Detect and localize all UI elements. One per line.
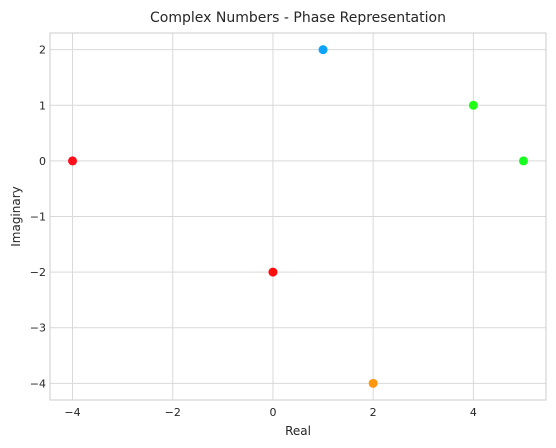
chart-title: Complex Numbers - Phase Representation xyxy=(150,10,446,26)
data-point xyxy=(318,45,328,55)
y-tick-label: −4 xyxy=(30,377,46,390)
y-grid-lines xyxy=(50,49,546,384)
y-axis-label: Imaginary xyxy=(9,186,23,247)
x-axis-label: Real xyxy=(285,424,311,438)
y-tick-label: 1 xyxy=(39,99,46,112)
y-tick-labels: −4 −3 −2 −1 0 1 2 xyxy=(30,44,46,391)
data-point xyxy=(268,267,278,277)
data-point xyxy=(68,156,78,166)
x-tick-label: −2 xyxy=(165,406,181,419)
data-point xyxy=(368,378,378,388)
x-tick-label: 0 xyxy=(269,406,276,419)
x-tick-label: −4 xyxy=(64,406,80,419)
y-tick-label: 2 xyxy=(39,44,46,57)
x-tick-labels: −4 −2 0 2 4 xyxy=(64,406,476,419)
data-points xyxy=(68,45,528,388)
x-tick-label: 2 xyxy=(370,406,377,419)
x-tick-label: 4 xyxy=(470,406,477,419)
y-tick-label: −3 xyxy=(30,322,46,335)
data-point xyxy=(468,100,478,110)
data-point xyxy=(518,156,528,166)
y-tick-label: −2 xyxy=(30,266,46,279)
y-tick-label: −1 xyxy=(30,211,46,224)
plot-area-frame xyxy=(49,32,547,401)
y-tick-label: 0 xyxy=(39,155,46,168)
